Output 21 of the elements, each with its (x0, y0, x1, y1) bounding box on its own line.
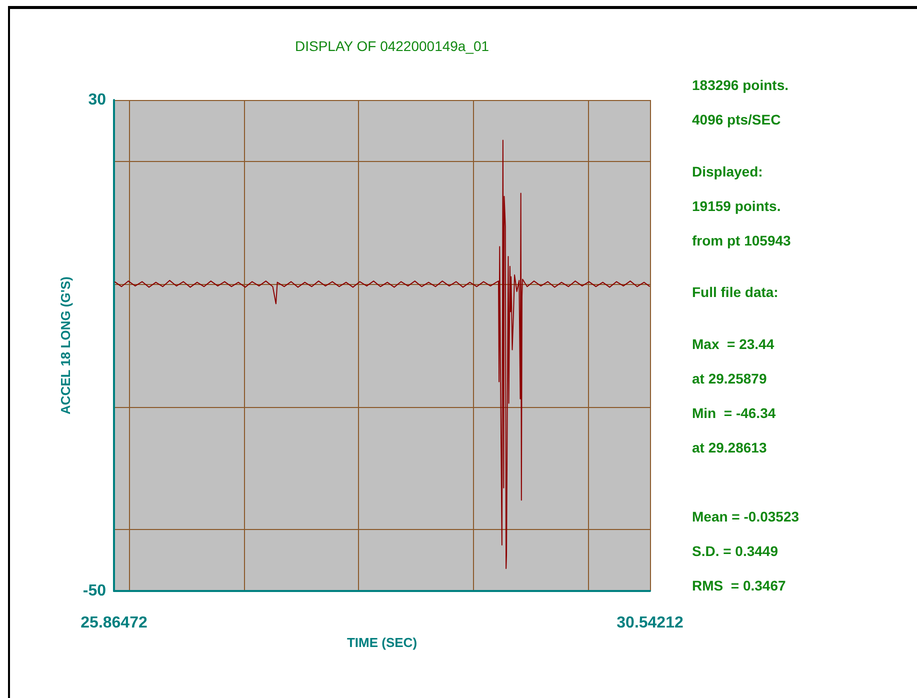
text: at 29.25879 (692, 370, 767, 386)
x-axis-title: TIME (SEC) (346, 634, 418, 650)
text: Mean = -0.03523 (692, 508, 800, 524)
x-tick-label: 30.54212 (616, 614, 684, 632)
text: Displayed: (692, 163, 763, 180)
text: at 29.28613 (692, 439, 767, 456)
text: Full file data: (692, 284, 778, 300)
text: Max = 23.44 (692, 336, 774, 352)
y-tick-label: -50 (82, 582, 106, 600)
text: 4096 pts/SEC (692, 112, 781, 128)
text: RMS = 0.3467 (692, 577, 786, 594)
text: from pt 105943 (692, 232, 792, 248)
chart-title: DISPLAY OF 0422000149a_01 (295, 38, 490, 54)
line-series (114, 140, 650, 570)
y-tick-label: 30 (88, 92, 106, 108)
text: Min = -46.34 (692, 404, 776, 421)
y-axis-title: ACCEL 18 LONG (G'S) (58, 276, 73, 414)
text: S.D. = 0.3449 (692, 542, 778, 559)
text: 183296 points. (692, 77, 788, 93)
text: 19159 points. (692, 198, 781, 214)
x-tick-label: 25.86472 (80, 614, 148, 632)
